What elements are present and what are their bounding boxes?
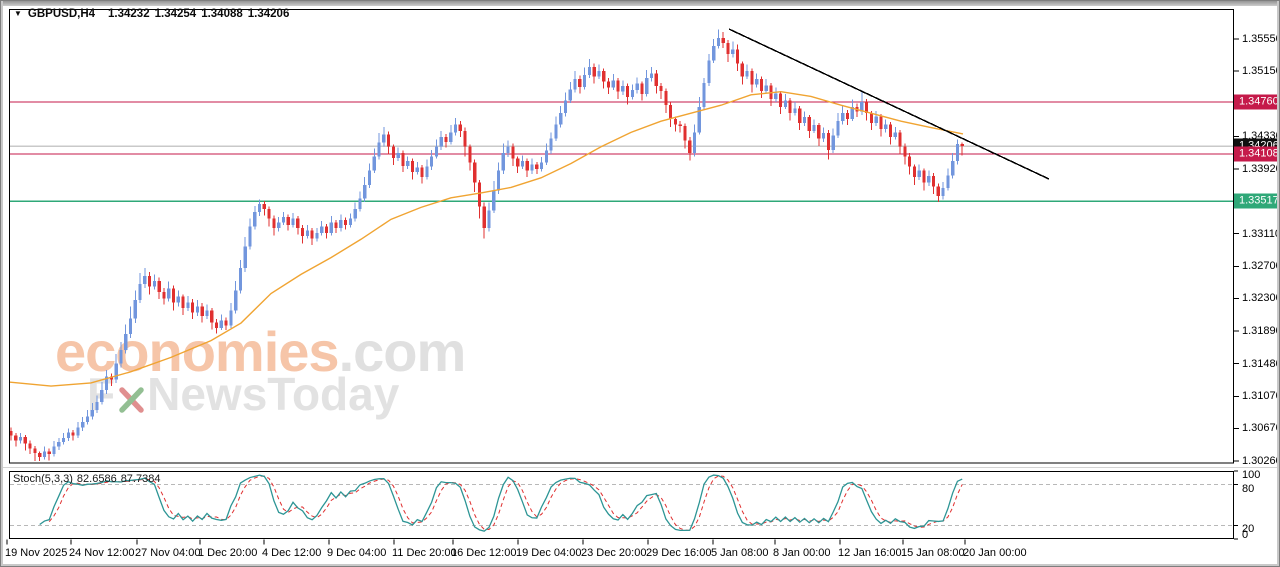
time-axis-label: 16 Dec 12:00 [451,547,517,559]
stoch-axis-label: 80 [1242,482,1255,495]
price-badge: 1.33517 [1234,193,1279,209]
price-axis-label: 1.30260 [1242,455,1280,468]
stoch-axis-label: 20 [1242,523,1255,536]
time-axis-label: 11 Dec 20:00 [392,547,457,559]
main-chart-plot[interactable] [9,9,1234,463]
time-axis-label: 12 Jan 16:00 [838,547,902,559]
price-axis-label: 1.35550 [1242,33,1280,45]
price-axis-label: 1.32300 [1242,292,1280,305]
time-axis-label: 19 Dec 04:00 [516,547,582,559]
time-axis-label: 20 Jan 00:00 [963,547,1027,559]
price-axis-label: 1.31070 [1242,390,1280,403]
price-axis-label: 1.31480 [1242,357,1280,370]
price-axis-label: 1.32700 [1242,260,1280,273]
time-axis-label: 8 Jan 00:00 [773,547,831,559]
window-top-edge [1,1,1279,6]
panel-splitter[interactable] [3,467,1277,468]
time-axis-label: 29 Dec 16:00 [646,547,712,559]
time-axis-label: 24 Nov 12:00 [69,547,135,559]
price-axis-label: 1.35150 [1242,64,1280,77]
price-badge: 1.34760 [1234,94,1279,110]
time-axis-label: 27 Nov 04:00 [135,547,201,559]
price-axis-label: 1.30670 [1242,422,1280,435]
price-axis-label: 1.33110 [1242,227,1280,240]
time-axis-label: 23 Dec 20:00 [581,547,647,559]
price-axis-label: 1.33920 [1242,163,1280,176]
time-axis-label: 9 Dec 04:00 [327,547,387,559]
time-axis-label: 4 Dec 12:00 [262,547,322,559]
time-axis-label: 1 Dec 20:00 [198,547,258,559]
stoch-axis-label: 0 [1242,529,1249,541]
stoch-plot[interactable] [9,471,1234,539]
time-axis[interactable] [9,544,1234,564]
time-axis-label: 15 Jan 08:00 [901,547,965,559]
stoch-axis-label: 100 [1242,469,1261,481]
price-axis-label: 1.31890 [1242,325,1280,338]
price-badge: 1.34108 [1234,146,1279,162]
time-axis-label: 19 Nov 2025 [5,547,68,559]
time-axis-label: 5 Jan 08:00 [711,547,769,559]
price-axis[interactable] [1234,9,1278,539]
